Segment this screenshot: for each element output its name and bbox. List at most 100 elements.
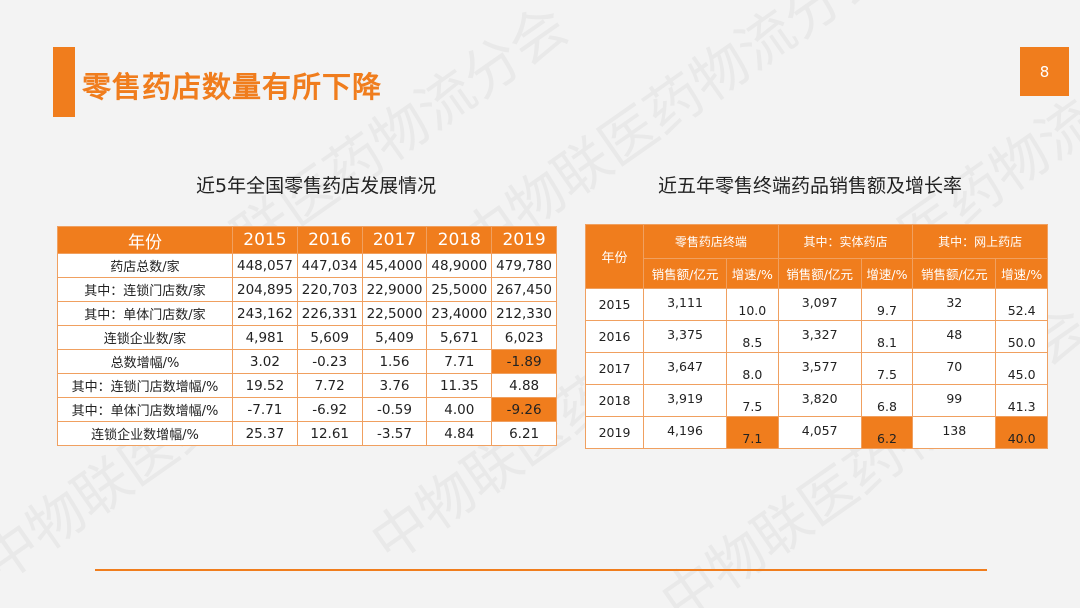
table-row: 2015 3,111 10.0 3,097 9.7 32 52.4: [585, 288, 1048, 321]
table-row: 其中：单体门店数/家 243,162 226,331 22,5000 23,40…: [57, 301, 557, 326]
table-cell: 3,577: [777, 352, 862, 385]
table-cell: 8.0: [726, 352, 779, 385]
table-cell: 3,647: [642, 352, 728, 385]
table-row: 连锁企业数/家 4,981 5,609 5,409 5,671 6,023: [57, 325, 557, 350]
table-cell: 447,034: [296, 253, 363, 278]
highlighted-cell: -1.89: [491, 349, 557, 374]
table-cell: 479,780: [491, 253, 557, 278]
sub-header: 销售额/亿元: [642, 258, 728, 289]
table-cell: 6.8: [860, 384, 914, 417]
sub-header: 增速/%: [726, 258, 779, 289]
table-cell: 48: [912, 320, 997, 353]
table-cell: 11.35: [426, 373, 493, 398]
table-cell: -6.92: [296, 397, 363, 422]
row-label: 其中：单体门店数/家: [57, 301, 233, 326]
row-label: 总数增幅/%: [57, 349, 233, 374]
table-cell: 7.71: [426, 349, 493, 374]
table-row: 2019 4,196 7.1 4,057 6.2 138 40.0: [585, 416, 1048, 449]
highlighted-cell: 40.0: [995, 416, 1048, 449]
page-title: 零售药店数量有所下降: [82, 70, 383, 104]
table-cell: 25.37: [232, 421, 298, 446]
highlighted-cell: 6.2: [860, 416, 914, 449]
table-cell: 3,097: [777, 288, 862, 321]
table-cell: -0.59: [361, 397, 428, 422]
table-cell: 9.7: [860, 288, 914, 321]
table-cell: 10.0: [726, 288, 779, 321]
table-cell: 19.52: [232, 373, 298, 398]
table-cell: 6.21: [491, 421, 557, 446]
group-header: 其中：实体药店: [777, 224, 914, 259]
table-cell: 4,981: [232, 325, 298, 350]
table-cell: -3.57: [361, 421, 428, 446]
table-cell: 3.02: [232, 349, 298, 374]
table-cell: 448,057: [232, 253, 298, 278]
terminal-sales-table: 年份 零售药店终端 其中：实体药店 其中：网上药店 销售额/亿元 增速/% 销售…: [585, 224, 1048, 449]
table-cell: -7.71: [232, 397, 298, 422]
row-label: 其中：连锁门店数增幅/%: [57, 373, 233, 398]
header-cell: 2019: [491, 226, 557, 254]
table-cell: 23,4000: [426, 301, 493, 326]
table-cell: -0.23: [296, 349, 363, 374]
table-row: 药店总数/家 448,057 447,034 45,4000 48,9000 4…: [57, 253, 557, 278]
table-row: 总数增幅/% 3.02 -0.23 1.56 7.71 -1.89: [57, 349, 557, 374]
page-number-badge: 8: [1020, 47, 1069, 96]
table-cell: 6,023: [491, 325, 557, 350]
table-cell: 4,057: [777, 416, 862, 449]
table-cell: 5,609: [296, 325, 363, 350]
header-cell: 2016: [296, 226, 363, 254]
table-cell: 220,703: [296, 277, 363, 302]
table-cell: 8.1: [860, 320, 914, 353]
table-row: 2016 3,375 8.5 3,327 8.1 48 50.0: [585, 320, 1048, 353]
table-cell: 5,409: [361, 325, 428, 350]
table-sub-header-row: 销售额/亿元 增速/% 销售额/亿元 增速/% 销售额/亿元 增速/%: [586, 258, 1048, 289]
table-cell: 1.56: [361, 349, 428, 374]
sub-header: 销售额/亿元: [777, 258, 862, 289]
row-label: 药店总数/家: [57, 253, 233, 278]
table-cell: 50.0: [995, 320, 1048, 353]
table-row: 2017 3,647 8.0 3,577 7.5 70 45.0: [585, 352, 1048, 385]
table-cell: 8.5: [726, 320, 779, 353]
table-cell: 3.76: [361, 373, 428, 398]
table-cell: 22,5000: [361, 301, 428, 326]
sub-header: 增速/%: [995, 258, 1048, 289]
table-cell: 99: [912, 384, 997, 417]
table-cell: 22,9000: [361, 277, 428, 302]
table-group-header-row: 年份 零售药店终端 其中：实体药店 其中：网上药店: [585, 224, 1048, 289]
table-cell: 3,327: [777, 320, 862, 353]
table-cell: 138: [912, 416, 997, 449]
table-cell: 7.5: [860, 352, 914, 385]
table-cell: 5,671: [426, 325, 493, 350]
table-cell: 52.4: [995, 288, 1048, 321]
table-cell: 45,4000: [361, 253, 428, 278]
table-cell: 7.72: [296, 373, 363, 398]
table-cell: 3,820: [777, 384, 862, 417]
year-header: 年份: [585, 224, 644, 289]
header-cell: 2015: [232, 226, 298, 254]
sub-header: 销售额/亿元: [912, 258, 997, 289]
table-header-row: 年份 2015 2016 2017 2018 2019: [57, 226, 557, 254]
group-header: 零售药店终端: [643, 224, 779, 259]
table-cell: 226,331: [296, 301, 363, 326]
header-cell: 年份: [57, 226, 233, 254]
table-cell: 243,162: [232, 301, 298, 326]
right-table-caption: 近五年零售终端药品销售额及增长率: [658, 175, 963, 197]
row-label: 其中：连锁门店数/家: [57, 277, 233, 302]
table-cell: 4.88: [491, 373, 557, 398]
table-row: 其中：连锁门店数增幅/% 19.52 7.72 3.76 11.35 4.88: [57, 373, 557, 398]
retail-pharmacy-table: 年份 2015 2016 2017 2018 2019 药店总数/家 448,0…: [57, 226, 557, 446]
table-cell: 32: [912, 288, 997, 321]
table-cell: 4,196: [642, 416, 728, 449]
title-accent-bar: [53, 47, 75, 117]
table-cell: 70: [912, 352, 997, 385]
table-cell: 3,111: [642, 288, 728, 321]
year-cell: 2019: [585, 416, 644, 449]
year-cell: 2015: [585, 288, 644, 321]
table-cell: 25,5000: [426, 277, 493, 302]
table-cell: 41.3: [995, 384, 1048, 417]
row-label: 连锁企业数增幅/%: [57, 421, 233, 446]
table-cell: 48,9000: [426, 253, 493, 278]
table-cell: 3,375: [642, 320, 728, 353]
sub-header: 增速/%: [860, 258, 914, 289]
table-cell: 212,330: [491, 301, 557, 326]
table-cell: 4.84: [426, 421, 493, 446]
